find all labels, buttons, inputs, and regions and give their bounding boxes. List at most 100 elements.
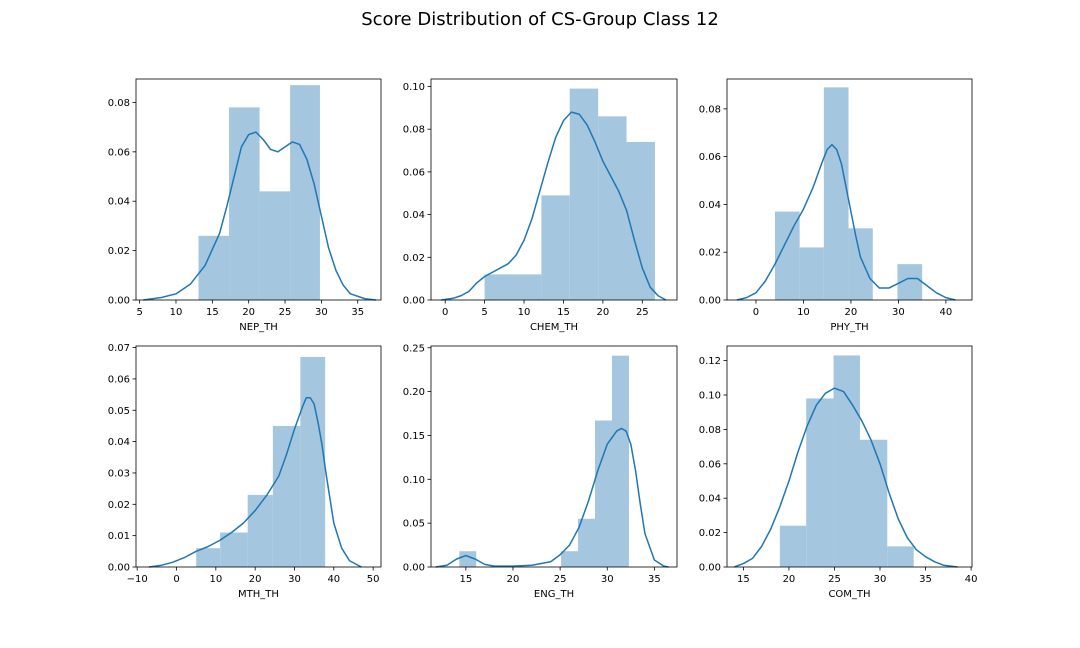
subplot-mth-th: −10 0 10 20 30 40 50 0.00 0.01 0.02 0.03 0.04 0.05 0.…	[108, 343, 382, 600]
x-tick-label: 10	[518, 307, 531, 318]
y-tick-label: 0.25	[403, 343, 425, 354]
y-tick-label: 0.00	[108, 296, 130, 307]
y-tick-label: 0.12	[699, 356, 721, 367]
x-tick-label: 15	[557, 307, 570, 318]
y-tick-label: 0.20	[403, 387, 425, 398]
x-tick-label: 5	[136, 307, 142, 318]
x-tick-label: 20	[249, 574, 262, 585]
kde-line	[441, 111, 667, 301]
histogram-bar	[290, 85, 320, 300]
y-tick-label: 0.08	[699, 425, 721, 436]
x-tick-label: 30	[601, 574, 614, 585]
kde-line	[143, 131, 376, 301]
x-tick-label: 40	[965, 574, 978, 585]
y-tick-label: 0.10	[403, 475, 425, 486]
x-tick-label: 50	[367, 574, 380, 585]
y-tick-label: 0.10	[403, 82, 425, 93]
y-tick-label: 0.04	[699, 200, 721, 211]
x-axis-label: MTH_TH	[238, 589, 279, 600]
histogram-bar	[823, 87, 849, 300]
x-tick-label: 10	[170, 307, 183, 318]
x-tick-label: 40	[940, 307, 953, 318]
y-tick-label: 0.06	[108, 147, 130, 158]
y-tick-label: 0.04	[403, 210, 425, 221]
histogram-bar	[220, 532, 248, 567]
y-tick-label: 0.06	[403, 167, 425, 178]
x-tick-label: 15	[737, 574, 750, 585]
x-tick-label: 10	[797, 307, 810, 318]
y-tick-label: 0.02	[108, 500, 130, 511]
histogram-bar	[561, 551, 579, 567]
y-tick-label: 0.05	[108, 406, 130, 417]
y-tick-label: 0.02	[108, 246, 130, 257]
histogram-bar	[799, 247, 824, 300]
x-tick-label: −10	[127, 574, 148, 585]
figure-title: Score Distribution of CS-Group Class 12	[361, 9, 719, 30]
histogram-bar	[541, 195, 570, 300]
x-tick-label: 30	[288, 574, 301, 585]
x-tick-label: 35	[648, 574, 661, 585]
subplot-eng-th: 15 20 25 30 35 0.00 0.05 0.10 0.15 0.20 0.25 ENG_TH	[403, 343, 678, 600]
x-tick-label: 35	[919, 574, 932, 585]
histogram-bar	[247, 494, 273, 567]
subplot-chem-th: 0 5 10 15 20 25 0.00 0.02 0.04 0.06 0.08 0.10 CHEM_T…	[403, 78, 678, 333]
histogram-bar	[626, 141, 655, 300]
kde-line	[148, 396, 362, 568]
x-tick-label: 10	[209, 574, 222, 585]
histogram-bar	[833, 355, 860, 567]
x-tick-label: 25	[279, 307, 292, 318]
histogram-bar	[229, 107, 260, 301]
histogram-bar	[484, 274, 513, 300]
histogram-bar	[300, 356, 326, 567]
y-tick-label: 0.05	[403, 519, 425, 530]
x-tick-label: 30	[315, 307, 328, 318]
x-axis-label: CHEM_TH	[530, 322, 578, 333]
y-tick-label: 0.00	[699, 563, 721, 574]
y-tick-label: 0.02	[403, 253, 425, 264]
y-tick-label: 0.04	[108, 197, 130, 208]
y-tick-label: 0.04	[699, 494, 721, 505]
x-tick-label: 20	[242, 307, 255, 318]
subplot-nep-th: 5 10 15 20 25 30 35 0.00 0.02 0.04 0.06 0.08 NEP_TH	[108, 78, 382, 333]
kde-line	[736, 143, 956, 301]
x-tick-label: 25	[828, 574, 841, 585]
y-tick-label: 0.00	[403, 296, 425, 307]
x-tick-label: 20	[783, 574, 796, 585]
x-axis-label: NEP_TH	[239, 322, 277, 333]
histogram-bar	[595, 420, 612, 567]
x-tick-label: 40	[327, 574, 340, 585]
x-axis-label: ENG_TH	[534, 589, 574, 600]
x-tick-label: 25	[636, 307, 649, 318]
histogram-bar	[196, 548, 221, 567]
histogram-bar	[779, 525, 807, 567]
x-tick-label: 30	[874, 574, 887, 585]
subplot-phy-th: 0 10 20 30 40 0.00 0.02 0.04 0.06 0.08 PHY_TH	[699, 78, 973, 333]
y-tick-label: 0.03	[108, 468, 130, 479]
x-tick-label: 35	[351, 307, 364, 318]
y-tick-label: 0.01	[108, 531, 130, 542]
histogram-bar	[569, 88, 599, 300]
x-tick-label: 20	[597, 307, 610, 318]
x-tick-label: 5	[481, 307, 487, 318]
x-axis-label: COM_TH	[828, 589, 870, 600]
y-tick-label: 0.06	[108, 374, 130, 385]
y-tick-label: 0.00	[403, 563, 425, 574]
histogram-bar	[259, 191, 291, 300]
y-tick-label: 0.08	[699, 104, 721, 115]
axes-frame	[430, 78, 678, 301]
histogram-bar	[859, 439, 888, 567]
axes-frame	[726, 78, 973, 301]
y-tick-label: 0.00	[108, 563, 130, 574]
histogram-bar	[578, 518, 595, 567]
histogram-bar	[806, 398, 834, 567]
subplot-com-th: 15 20 25 30 35 40 0.00 0.02 0.04 0.06 0.08 0.10 0.12…	[699, 345, 978, 600]
y-tick-label: 0.06	[699, 459, 721, 470]
x-tick-label: 20	[507, 574, 520, 585]
y-tick-label: 0.02	[699, 248, 721, 259]
x-tick-label: 30	[892, 307, 905, 318]
kde-line	[435, 427, 669, 568]
y-tick-label: 0.08	[403, 125, 425, 136]
histogram-bar	[272, 425, 301, 567]
y-tick-label: 0.07	[108, 343, 130, 354]
